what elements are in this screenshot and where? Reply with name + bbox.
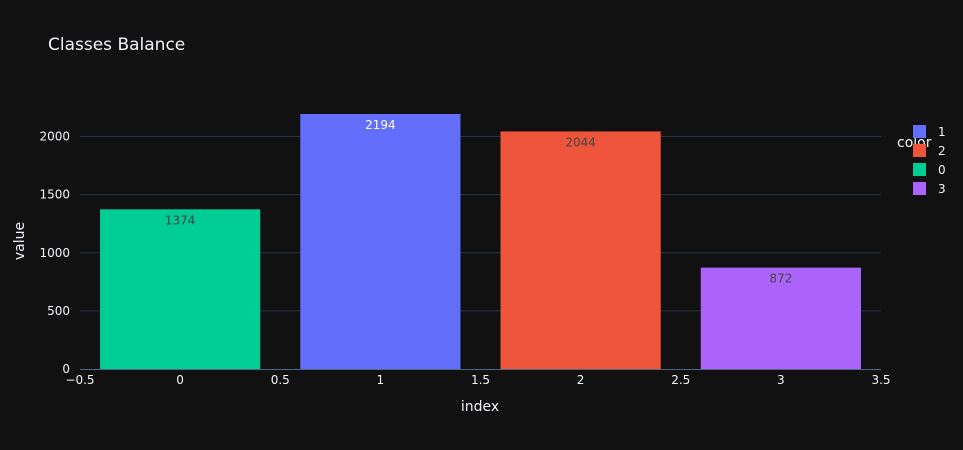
y-tick-label: 2000 bbox=[39, 130, 70, 144]
x-tick-label: 3 bbox=[777, 373, 785, 387]
legend-swatch bbox=[913, 125, 926, 138]
y-tick-label: 1500 bbox=[39, 188, 70, 202]
y-tick-label: 1000 bbox=[39, 246, 70, 260]
chart-title: Classes Balance bbox=[48, 35, 185, 55]
legend-swatch bbox=[913, 182, 926, 195]
bar-value-label: 2194 bbox=[365, 118, 396, 132]
x-tick-label: 1 bbox=[377, 373, 385, 387]
x-axis-label: index bbox=[461, 399, 499, 415]
legend-swatch bbox=[913, 163, 926, 176]
x-tick-label: 0 bbox=[176, 373, 184, 387]
legend-label: 1 bbox=[938, 125, 946, 139]
bar-value-label: 1374 bbox=[165, 213, 196, 227]
x-tick-label: −0.5 bbox=[65, 373, 94, 387]
bars: 1374 2194 2044 872 bbox=[100, 114, 861, 369]
y-tick-label: 0 bbox=[62, 362, 70, 376]
bar-value-label: 872 bbox=[769, 272, 792, 286]
bar bbox=[700, 267, 861, 369]
y-tick-label: 500 bbox=[47, 304, 70, 318]
bar bbox=[100, 209, 261, 369]
x-tick-label: 2 bbox=[577, 373, 585, 387]
x-tick-label: 2.5 bbox=[671, 373, 690, 387]
legend-label: 0 bbox=[938, 163, 946, 177]
legend-label: 3 bbox=[938, 182, 946, 196]
x-tick-label: 0.5 bbox=[271, 373, 290, 387]
x-tick-label: 1.5 bbox=[471, 373, 490, 387]
x-tick-label: 3.5 bbox=[871, 373, 890, 387]
bar-value-label: 2044 bbox=[565, 135, 596, 149]
legend-label: 2 bbox=[938, 144, 946, 158]
bar bbox=[300, 114, 461, 369]
bar bbox=[500, 131, 661, 369]
y-axis-label: value bbox=[12, 222, 28, 260]
legend-swatch bbox=[913, 144, 926, 157]
